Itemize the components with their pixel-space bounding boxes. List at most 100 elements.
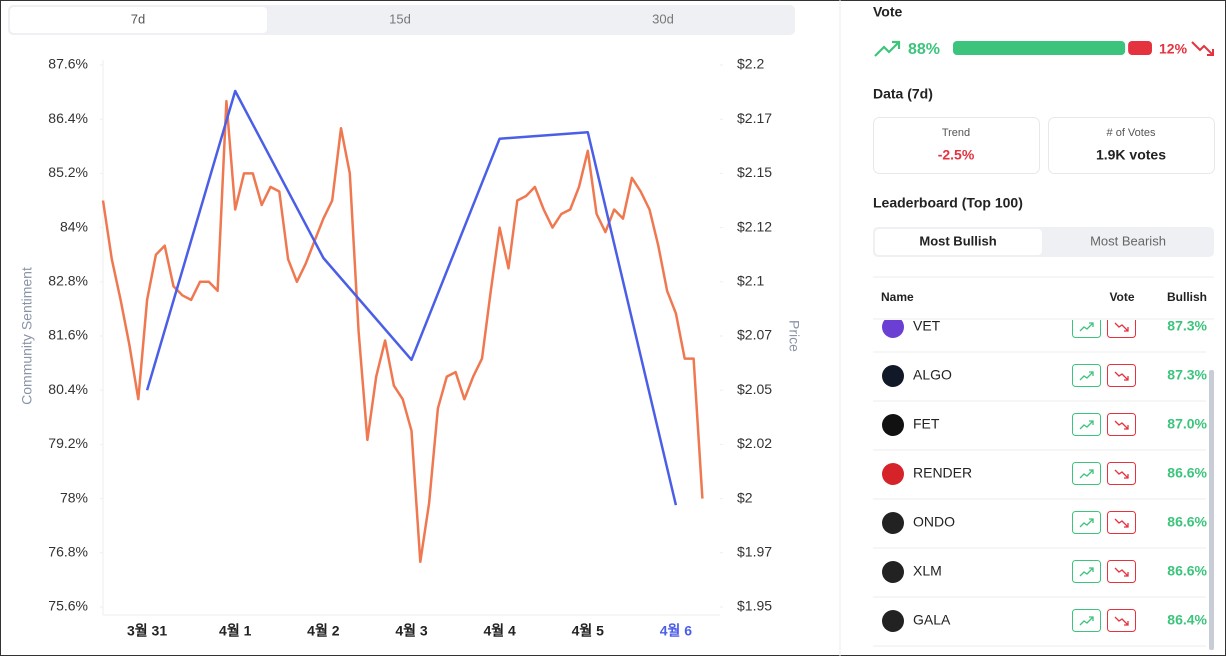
y2-tick-label: $1.95 (737, 598, 772, 614)
toggle[interactable]: Most Bullish (919, 233, 996, 248)
bullish-pct: 87.3% (1167, 367, 1207, 383)
y-tick-label: 85.2% (48, 164, 88, 180)
line-series (145, 89, 678, 506)
card-value: -2.5% (938, 147, 975, 163)
down-icon (1114, 469, 1129, 479)
coin-icon (882, 320, 904, 338)
tab-active-bg (10, 7, 267, 33)
y2-tick-label: $2.15 (737, 164, 772, 180)
up-icon (874, 40, 901, 57)
y-tick-label: 87.6% (48, 56, 88, 72)
vote-bull: 88% (908, 41, 940, 58)
down-icon (1114, 371, 1129, 381)
sidebar: Vote 88% 12% Data (7d) Trend -2.5% # of Votes 1… (873, 4, 1215, 650)
vote-up-button[interactable] (1072, 609, 1101, 632)
line-series (101, 99, 704, 564)
y-tick-label: 76.8% (48, 544, 88, 560)
bullish-pct: 86.6% (1167, 514, 1207, 530)
vote-down-button[interactable] (1107, 560, 1136, 583)
card-label: # of Votes (1107, 127, 1156, 139)
vote-up-button[interactable] (1072, 413, 1101, 436)
y2-tick-label: $2.17 (737, 110, 772, 126)
coin-icon (882, 463, 904, 485)
down-icon (1114, 322, 1129, 332)
vote-down-button[interactable] (1107, 364, 1136, 387)
scrollbar (1209, 370, 1214, 650)
vote-down-button[interactable] (1107, 511, 1136, 534)
x-tick-label: 4월 6 (660, 623, 693, 639)
toggle-active (875, 229, 1042, 255)
y-tick-label: 78% (60, 489, 88, 505)
y2-tick-label: $2.07 (737, 327, 772, 343)
up-icon (1079, 469, 1094, 479)
y2-tick-label: $2 (737, 489, 753, 505)
section-title: Vote (873, 4, 903, 20)
vote-down-button[interactable] (1107, 609, 1136, 632)
x-tick-label: 4월 2 (307, 623, 340, 639)
coin-name: FET (913, 416, 940, 432)
bullish-pct: 86.6% (1167, 465, 1207, 481)
coin-icon (882, 512, 904, 534)
vote-bear: 12% (1159, 41, 1188, 57)
x-tick-label: 3월 31 (127, 623, 167, 639)
y-tick-label: 75.6% (48, 598, 88, 614)
down-icon (1114, 518, 1129, 528)
vote-bar-bear (1128, 41, 1152, 55)
y2-tick-label: $2.2 (737, 56, 764, 72)
y-axis-title: Community Sentiment (19, 267, 35, 405)
vote-bar-bull (953, 41, 1126, 55)
coin-name: VET (913, 318, 941, 334)
coin-icon (882, 414, 904, 436)
up-icon (1079, 420, 1094, 430)
coin-name: GALA (913, 612, 951, 628)
y2-axis-title: Price (786, 320, 802, 352)
y2-tick-label: $2.05 (737, 381, 772, 397)
toggle[interactable]: Most Bearish (1090, 233, 1166, 248)
y-tick-label: 79.2% (48, 435, 88, 451)
y2-tick-label: $2.02 (737, 435, 772, 451)
coin-name: XLM (913, 563, 942, 579)
tab[interactable]: 15d (389, 11, 411, 26)
y-tick-label: 81.6% (48, 327, 88, 343)
vote-up-button[interactable] (1072, 462, 1101, 485)
section-title: Leaderboard (Top 100) (873, 195, 1023, 211)
vote-up-button[interactable] (1072, 560, 1101, 583)
tab[interactable]: 30d (652, 11, 674, 26)
tab[interactable]: 7d (131, 11, 145, 26)
y2-tick-label: $1.97 (737, 544, 772, 560)
rows: VET 87.3% ALGO 87.3% FET 87.0% RENDER 86.6% ONDO… (873, 316, 1208, 647)
x-tick-label: 4월 3 (395, 623, 428, 639)
vote-up-button[interactable] (1072, 511, 1101, 534)
down-icon (1114, 567, 1129, 577)
coin-icon (882, 610, 904, 632)
y2-tick-label: $2.1 (737, 273, 764, 289)
bullish-pct: 86.4% (1167, 612, 1207, 628)
y-tick-label: 82.8% (48, 273, 88, 289)
y-tick-label: 84% (60, 218, 88, 234)
y-tick-label: 86.4% (48, 110, 88, 126)
bullish-pct: 87.3% (1167, 318, 1207, 334)
x-tick-label: 4월 4 (483, 623, 516, 639)
coin-name: ALGO (913, 367, 952, 383)
section-title: Data (7d) (873, 86, 933, 102)
coin-icon (882, 365, 904, 387)
chart: 87.6% 86.4% 85.2% 84% 82.8% 81.6% 80.4% 79.2% 78… (19, 56, 803, 639)
card (1048, 117, 1215, 174)
vote-up-button[interactable] (1072, 364, 1101, 387)
coin-name: ONDO (913, 514, 955, 530)
card-label: Trend (942, 127, 970, 139)
bullish-pct: 87.0% (1167, 416, 1207, 432)
up-icon (1079, 567, 1094, 577)
down-icon (1191, 41, 1214, 56)
up-icon (1079, 616, 1094, 626)
x-tick-label: 4월 5 (572, 623, 605, 639)
coin-name: RENDER (913, 465, 972, 481)
vote-down-button[interactable] (1107, 316, 1136, 338)
vote-down-button[interactable] (1107, 413, 1136, 436)
vote-down-button[interactable] (1107, 462, 1136, 485)
up-icon (1079, 371, 1094, 381)
bullish-pct: 86.6% (1167, 563, 1207, 579)
card-value: 1.9K votes (1096, 147, 1166, 163)
card (873, 117, 1040, 174)
